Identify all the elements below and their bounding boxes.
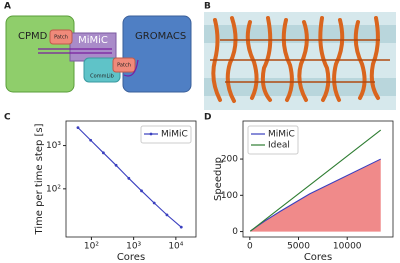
- x-tick-label: 0: [247, 242, 253, 252]
- x-tick-label: 10²: [84, 242, 99, 252]
- legend-marker: [149, 132, 153, 136]
- marker: [89, 138, 93, 142]
- x-tick-label: 5000: [287, 242, 310, 252]
- y-axis-label: Time per time step [s]: [34, 123, 45, 235]
- plot-frame: [242, 120, 394, 238]
- area: [250, 159, 381, 232]
- patch-label: CommLib: [90, 74, 114, 80]
- series-line: [249, 129, 382, 232]
- marker: [140, 189, 143, 193]
- x-tick-label: 10⁴: [168, 242, 183, 252]
- panel-label: D: [204, 113, 211, 123]
- box-label: GROMACS: [135, 31, 186, 42]
- arrow: [123, 59, 139, 77]
- legend-label: Ideal: [268, 141, 290, 151]
- legend-label: MiMiC: [161, 130, 188, 140]
- legend: [247, 125, 299, 155]
- legend: [140, 125, 192, 144]
- x-tick-label: 10³: [126, 242, 141, 252]
- panel-label: C: [4, 113, 11, 123]
- marker: [76, 126, 80, 130]
- gromacs-box: [122, 15, 192, 93]
- protein-loop: [210, 39, 390, 83]
- x-axis-label: Cores: [117, 252, 145, 263]
- y-tick-label: 100: [221, 191, 238, 201]
- patch-label: Patch: [117, 63, 131, 69]
- x-tick-label: 10000: [333, 242, 362, 252]
- membrane-layer: [204, 25, 396, 43]
- x-axis-label: Cores: [304, 252, 332, 263]
- marker: [114, 163, 118, 167]
- box-label: CPMD: [18, 31, 48, 42]
- marker: [152, 201, 156, 205]
- legend-label: MiMiC: [268, 130, 295, 140]
- y-tick-label: 200: [221, 155, 238, 165]
- y-tick-label: 10³: [46, 141, 61, 151]
- cpmd-box: [5, 15, 75, 93]
- plot-frame: [65, 120, 197, 238]
- marker: [165, 213, 169, 217]
- panel-label: B: [204, 2, 211, 12]
- y-tick-label: 10²: [46, 184, 61, 194]
- patch-box: [112, 57, 136, 73]
- marker: [127, 176, 131, 180]
- patch-label: Patch: [54, 35, 68, 41]
- mimic-box: [69, 32, 117, 62]
- panel-label: A: [4, 2, 11, 12]
- marker: [101, 151, 105, 155]
- y-axis-label: Speedup: [213, 157, 224, 201]
- patch-box: [49, 29, 73, 45]
- marker: [179, 225, 183, 229]
- box-label: MiMiC: [78, 35, 108, 46]
- y-tick-label: 0: [232, 227, 238, 237]
